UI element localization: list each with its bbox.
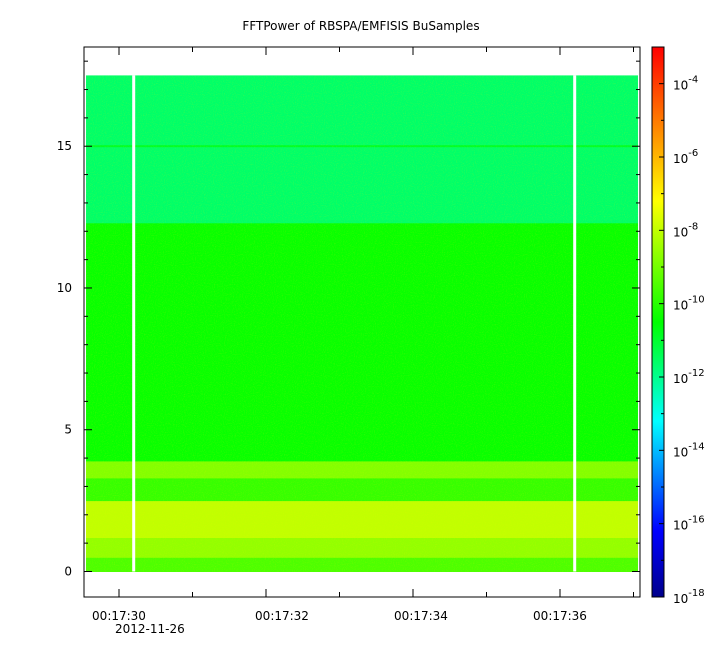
colorbar-ticks: 10-4 10-6 10-8 10-10 10-12 10-14 10-16 10-18 bbox=[659, 46, 705, 606]
x-axis: 00:17:30 00:17:32 00:17:34 00:17:36 bbox=[92, 47, 634, 623]
colorbar-label: 10-16 bbox=[673, 515, 705, 533]
x-tick-label: 00:17:34 bbox=[394, 609, 448, 623]
y-tick-label: 15 bbox=[57, 139, 72, 153]
y-tick-label: 5 bbox=[64, 423, 72, 437]
colorbar-label: 10-8 bbox=[673, 221, 698, 239]
colorbar bbox=[651, 46, 665, 598]
y-axis: 0 5 10 15 bbox=[57, 60, 640, 579]
x-tick-label: 00:17:36 bbox=[533, 609, 587, 623]
colorbar-label: 10-4 bbox=[673, 75, 698, 93]
colorbar-label: 10-12 bbox=[673, 368, 705, 386]
heatmap-noise-overlay bbox=[86, 75, 638, 572]
data-gap-0 bbox=[132, 75, 136, 572]
chart-title: FFTPower of RBSPA/EMFISIS BuSamples bbox=[242, 19, 479, 33]
colorbar-label: 10-10 bbox=[673, 295, 705, 313]
colorbar-label: 10-14 bbox=[673, 441, 705, 459]
colorbar-label: 10-6 bbox=[673, 148, 698, 166]
x-date-label: 2012-11-26 bbox=[115, 622, 185, 636]
data-gap-1 bbox=[573, 75, 577, 572]
x-tick-label: 00:17:32 bbox=[255, 609, 309, 623]
y-tick-label: 0 bbox=[64, 565, 72, 579]
colorbar-label: 10-18 bbox=[673, 588, 705, 606]
y-tick-label: 10 bbox=[57, 281, 72, 295]
x-tick-label: 00:17:30 bbox=[92, 609, 146, 623]
data-gaps bbox=[132, 75, 577, 572]
